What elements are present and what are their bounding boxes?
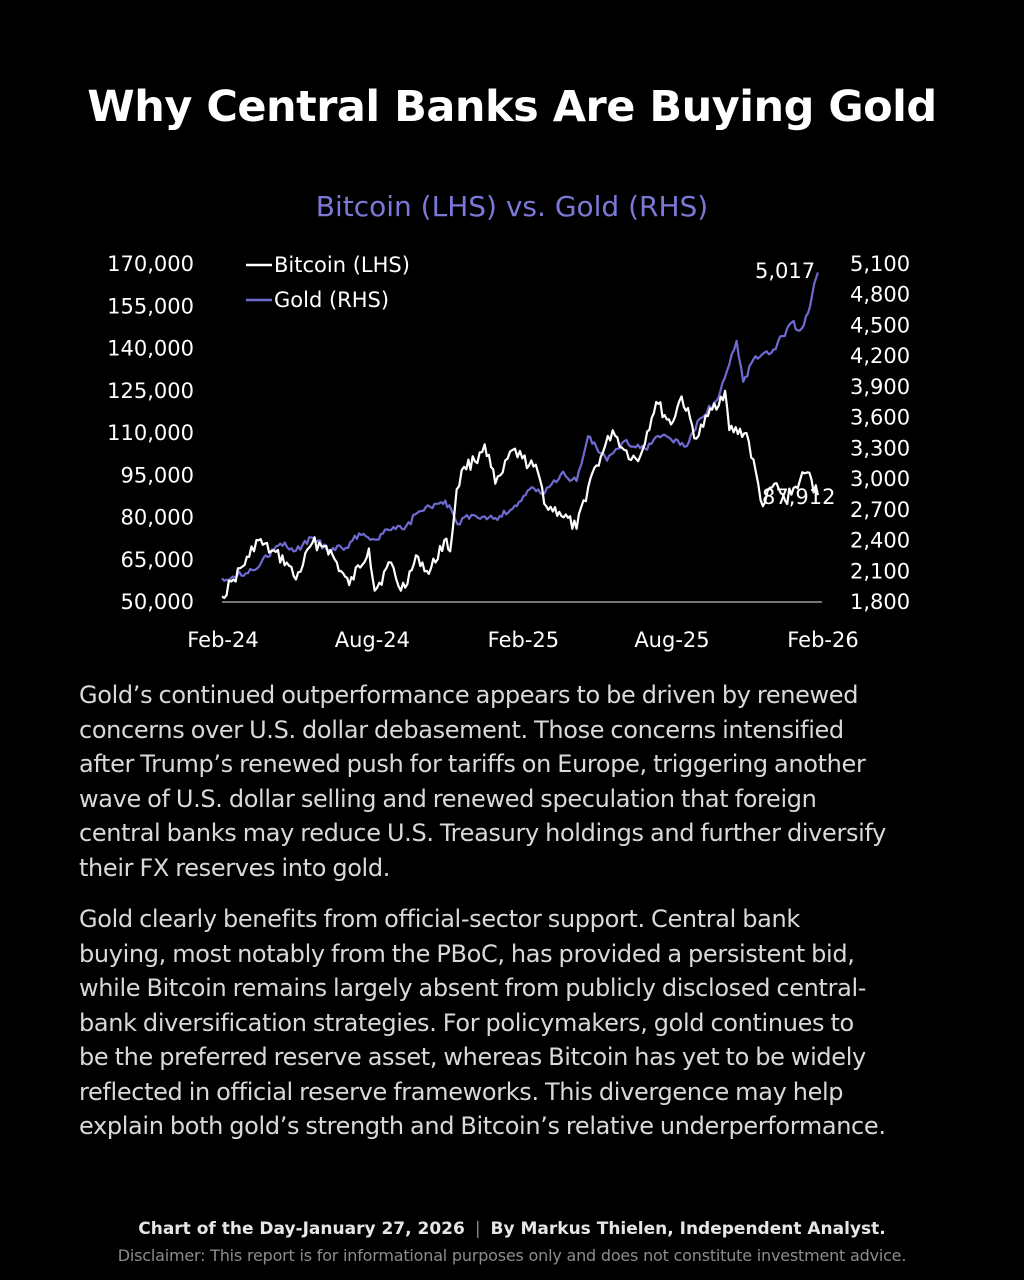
- y-left-tick-label: 50,000: [121, 590, 194, 614]
- x-tick-label: Aug-24: [335, 628, 410, 652]
- legend-label-bitcoin: Bitcoin (LHS): [274, 253, 410, 277]
- paragraph-2-line: Gold clearly benefits from official-sect…: [79, 905, 800, 933]
- right-axis-ticks: 5,100 4,800 4,500 4,200 3,900 3,600 3,300 3,000…: [850, 252, 910, 614]
- y-left-tick-label: 155,000: [107, 294, 194, 318]
- footer-credit: Chart of the Day-January 27, 2026 | By Mar…: [0, 1219, 1024, 1239]
- y-right-tick-label: 4,800: [850, 283, 910, 307]
- paragraph-1-line: concerns over U.S. dollar debasement. Th…: [79, 715, 844, 744]
- y-left-tick-label: 110,000: [107, 421, 194, 445]
- x-tick-label: Feb-24: [187, 628, 258, 652]
- y-left-tick-label: 95,000: [121, 463, 194, 487]
- paragraph-1-line: Gold’s continued outperformance appears …: [79, 681, 859, 709]
- y-right-tick-label: 5,100: [850, 252, 910, 276]
- legend-label-gold: Gold (RHS): [274, 288, 389, 312]
- y-right-tick-label: 1,800: [850, 590, 910, 614]
- gold-end-label: 5,017: [755, 259, 815, 283]
- y-right-tick-label: 4,200: [850, 344, 910, 368]
- chart-title: Bitcoin (LHS) vs. Gold (RHS): [316, 190, 708, 223]
- y-left-tick-label: 65,000: [121, 548, 194, 572]
- paragraph-1-line: after Trump’s renewed push for tariffs o…: [79, 750, 866, 778]
- y-right-tick-label: 3,900: [850, 375, 910, 399]
- left-axis-ticks: 170,000 155,000 140,000 125,000 110,000 95,00…: [107, 252, 194, 614]
- y-right-tick-label: 2,700: [850, 498, 910, 522]
- x-axis-ticks: Feb-24 Aug-24 Feb-25 Aug-25 Feb-26: [187, 628, 858, 652]
- paragraph-2-line: while Bitcoin remains largely absent fro…: [79, 974, 867, 1002]
- paragraph-2-line: bank diversification strategies. For pol…: [79, 1008, 854, 1037]
- paragraph-2-line: buying, most notably from the PBoC, has …: [79, 939, 855, 968]
- y-right-tick-label: 4,500: [850, 313, 910, 337]
- author-byline: By Markus Thielen, Independent Analyst.: [490, 1219, 886, 1239]
- x-tick-label: Feb-25: [488, 628, 559, 652]
- disclaimer: Disclaimer: This report is for informati…: [117, 1246, 907, 1265]
- y-left-tick-label: 80,000: [121, 506, 194, 530]
- y-right-tick-label: 2,400: [850, 529, 910, 553]
- bitcoin-end-label: 87,912: [762, 485, 835, 509]
- y-right-tick-label: 2,100: [850, 559, 910, 583]
- page-headline: Why Central Banks Are Buying Gold: [87, 82, 937, 132]
- y-right-tick-label: 3,000: [850, 467, 910, 491]
- legend: Bitcoin (LHS) Gold (RHS): [246, 253, 410, 312]
- bitcoin-gold-chart: Bitcoin (LHS) vs. Gold (RHS) 170,000 155,…: [107, 190, 910, 652]
- x-tick-label: Aug-25: [634, 628, 709, 652]
- paragraph-2-line: explain both gold’s strength and Bitcoin…: [79, 1112, 886, 1140]
- y-left-tick-label: 140,000: [107, 337, 194, 361]
- bitcoin-line: [221, 389, 819, 600]
- y-right-tick-label: 3,600: [850, 406, 910, 430]
- y-left-tick-label: 170,000: [107, 252, 194, 276]
- series-layer: [221, 272, 819, 600]
- x-tick-label: Feb-26: [787, 628, 858, 652]
- y-right-tick-label: 3,300: [850, 436, 910, 460]
- y-left-tick-label: 125,000: [107, 379, 194, 403]
- paragraph-2: Gold clearly benefits from official-sect…: [79, 902, 979, 1144]
- paragraph-1-line: wave of U.S. dollar selling and renewed …: [79, 784, 817, 813]
- paragraph-1-line: their FX reserves into gold.: [79, 853, 391, 882]
- chart-of-day-label: Chart of the Day-January 27, 2026: [138, 1219, 465, 1239]
- footer-separator: |: [474, 1219, 481, 1239]
- paragraph-2-line: be the preferred reserve asset, whereas …: [79, 1043, 866, 1071]
- paragraph-1: Gold’s continued outperformance appears …: [79, 678, 979, 885]
- paragraph-1-line: central banks may reduce U.S. Treasury h…: [79, 819, 886, 847]
- paragraph-2-line: reflected in official reserve frameworks…: [79, 1077, 844, 1106]
